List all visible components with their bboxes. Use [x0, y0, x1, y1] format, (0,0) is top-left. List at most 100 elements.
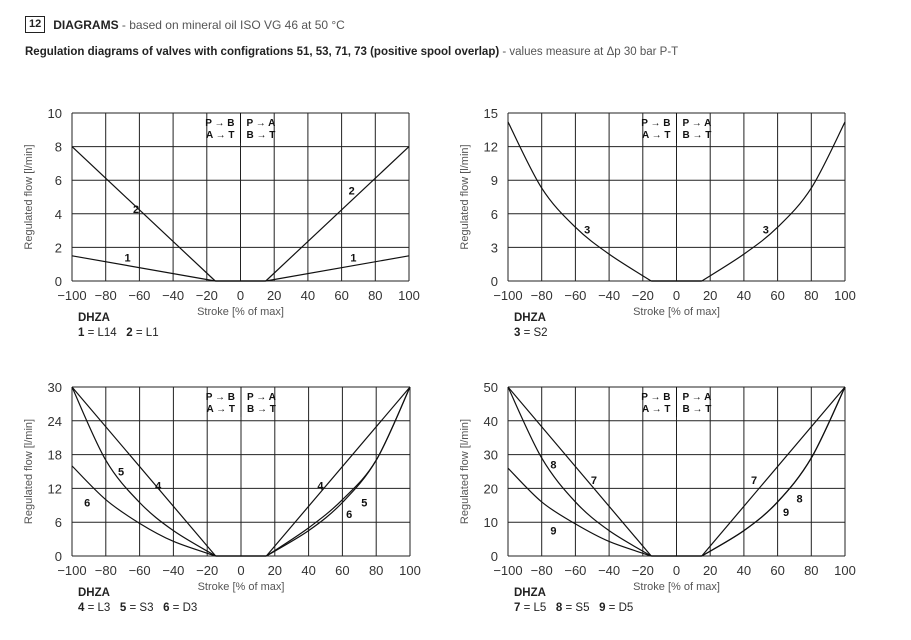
- flow-direction-label: A → T: [642, 404, 671, 415]
- series-6-curve: [266, 386, 411, 557]
- series-4-curve: [71, 386, 217, 557]
- series-2-curve: [265, 146, 410, 282]
- curve-label: 7: [751, 475, 757, 487]
- y-tick-label: 0: [55, 274, 62, 289]
- flow-direction-label: A → T: [206, 130, 235, 141]
- series-3-curve: [701, 121, 846, 282]
- y-tick-label: 9: [491, 173, 498, 188]
- x-tick-label: −20: [632, 563, 654, 578]
- flow-direction-label: P → A: [683, 392, 712, 403]
- y-tick-label: 50: [484, 380, 498, 395]
- x-tick-label: 0: [237, 288, 244, 303]
- chart-legend: DHZA 3 = S2: [514, 311, 548, 341]
- x-tick-label: −40: [598, 563, 620, 578]
- x-tick-label: 80: [804, 288, 818, 303]
- x-tick-label: 60: [770, 563, 784, 578]
- series-9-curve: [701, 386, 846, 557]
- x-tick-label: −40: [598, 288, 620, 303]
- x-tick-label: −20: [196, 563, 218, 578]
- model-label: DHZA: [78, 587, 110, 599]
- chart-4: −100 −80 −60 −40 −20 0 20 40 60 80 100 0 10 20 30 40 50 S…: [459, 380, 856, 593]
- x-tick-label: −80: [531, 563, 553, 578]
- x-tick-label: 100: [398, 288, 420, 303]
- y-tick-label: 10: [484, 515, 498, 530]
- curve-label: 1: [125, 252, 131, 264]
- x-tick-label: −100: [493, 563, 522, 578]
- flow-direction-label: B → T: [683, 130, 712, 141]
- x-tick-label: −80: [95, 563, 117, 578]
- x-tick-label: −100: [57, 288, 86, 303]
- curve-label: 2: [349, 185, 355, 197]
- x-tick-label: 100: [399, 563, 421, 578]
- flow-direction-label: P → A: [247, 392, 276, 403]
- section-header: 12 DIAGRAMS - based on mineral oil ISO V…: [25, 16, 345, 33]
- series-5-curve: [71, 386, 216, 557]
- flow-direction-label: P → A: [247, 118, 276, 129]
- x-tick-label: −80: [95, 288, 117, 303]
- flow-direction-label: B → T: [247, 130, 276, 141]
- x-tick-label: 0: [237, 563, 244, 578]
- curve-label: 8: [550, 460, 556, 472]
- flow-direction-label: P → B: [206, 392, 235, 403]
- curve-label: 6: [346, 509, 352, 521]
- series-4-curve: [265, 386, 411, 557]
- y-tick-label: 4: [55, 207, 62, 222]
- y-tick-label: 0: [55, 549, 62, 564]
- diagram-description: Regulation diagrams of valves with confi…: [25, 46, 678, 58]
- series-9-curve: [507, 467, 652, 557]
- flow-direction-label: P → B: [641, 392, 670, 403]
- curve-label: 8: [796, 494, 802, 506]
- series-7-curve: [701, 386, 846, 557]
- y-tick-label: 30: [48, 380, 62, 395]
- x-tick-label: 40: [737, 288, 751, 303]
- chart-3: −100 −80 −60 −40 −20 0 20 40 60 80 100 0 6 12 18 24 30 St…: [23, 380, 421, 593]
- flow-direction-label: B → T: [683, 404, 712, 415]
- x-tick-label: −80: [531, 288, 553, 303]
- x-tick-label: 80: [804, 563, 818, 578]
- x-tick-label: 20: [268, 563, 282, 578]
- curve-label: 3: [763, 224, 769, 236]
- y-tick-label: 20: [484, 481, 498, 496]
- y-tick-label: 0: [491, 549, 498, 564]
- chart-legend: DHZA 7 = L5 8 = S5 9 = D5: [514, 586, 633, 616]
- series-1-curve: [265, 255, 410, 282]
- y-tick-label: 3: [491, 240, 498, 255]
- x-tick-label: 0: [673, 288, 680, 303]
- section-title: DIAGRAMS: [53, 17, 119, 32]
- x-tick-label: −60: [564, 563, 586, 578]
- flow-direction-label: P → B: [205, 118, 234, 129]
- x-tick-label: −20: [196, 288, 218, 303]
- curve-label: 2: [133, 204, 139, 216]
- curve-label: 5: [118, 467, 124, 479]
- series-8-curve: [507, 386, 652, 557]
- series-6-curve: [71, 465, 216, 557]
- x-tick-label: −100: [493, 288, 522, 303]
- flow-direction-label: A → T: [642, 130, 671, 141]
- x-tick-label: −100: [57, 563, 86, 578]
- x-axis-label: Stroke [% of max]: [198, 581, 285, 593]
- x-tick-label: 60: [335, 563, 349, 578]
- section-number: 12: [25, 16, 46, 33]
- curve-label: 9: [550, 526, 556, 538]
- x-tick-label: 20: [703, 563, 717, 578]
- y-tick-label: 12: [484, 140, 498, 155]
- model-label: DHZA: [78, 312, 110, 324]
- chart-2: −100 −80 −60 −40 −20 0 20 40 60 80 100 0 3 6 9 12 15 Stro…: [459, 106, 856, 318]
- y-axis-label: Regulated flow [l/min]: [459, 419, 471, 524]
- x-tick-label: 20: [267, 288, 281, 303]
- series-3-curve: [507, 121, 652, 282]
- chart-1: −100 −80 −60 −40 −20 0 20 40 60 80 100 0 2 4 6 8 10 Strok…: [23, 106, 420, 318]
- y-tick-label: 15: [484, 106, 498, 121]
- chart-legend: DHZA 1 = L14 2 = L1: [78, 311, 159, 341]
- flow-direction-label: A → T: [206, 404, 235, 415]
- y-tick-label: 6: [55, 515, 62, 530]
- x-tick-label: 20: [703, 288, 717, 303]
- description-bold: Regulation diagrams of valves with confi…: [25, 46, 500, 58]
- legend-entries: 7 = L5 8 = S5 9 = D5: [514, 602, 634, 614]
- x-tick-label: −20: [632, 288, 654, 303]
- x-tick-label: 100: [834, 288, 856, 303]
- y-axis-label: Regulated flow [l/min]: [23, 144, 35, 249]
- x-tick-label: 40: [301, 563, 315, 578]
- grid: [507, 386, 846, 557]
- x-axis-label: Stroke [% of max]: [633, 581, 720, 593]
